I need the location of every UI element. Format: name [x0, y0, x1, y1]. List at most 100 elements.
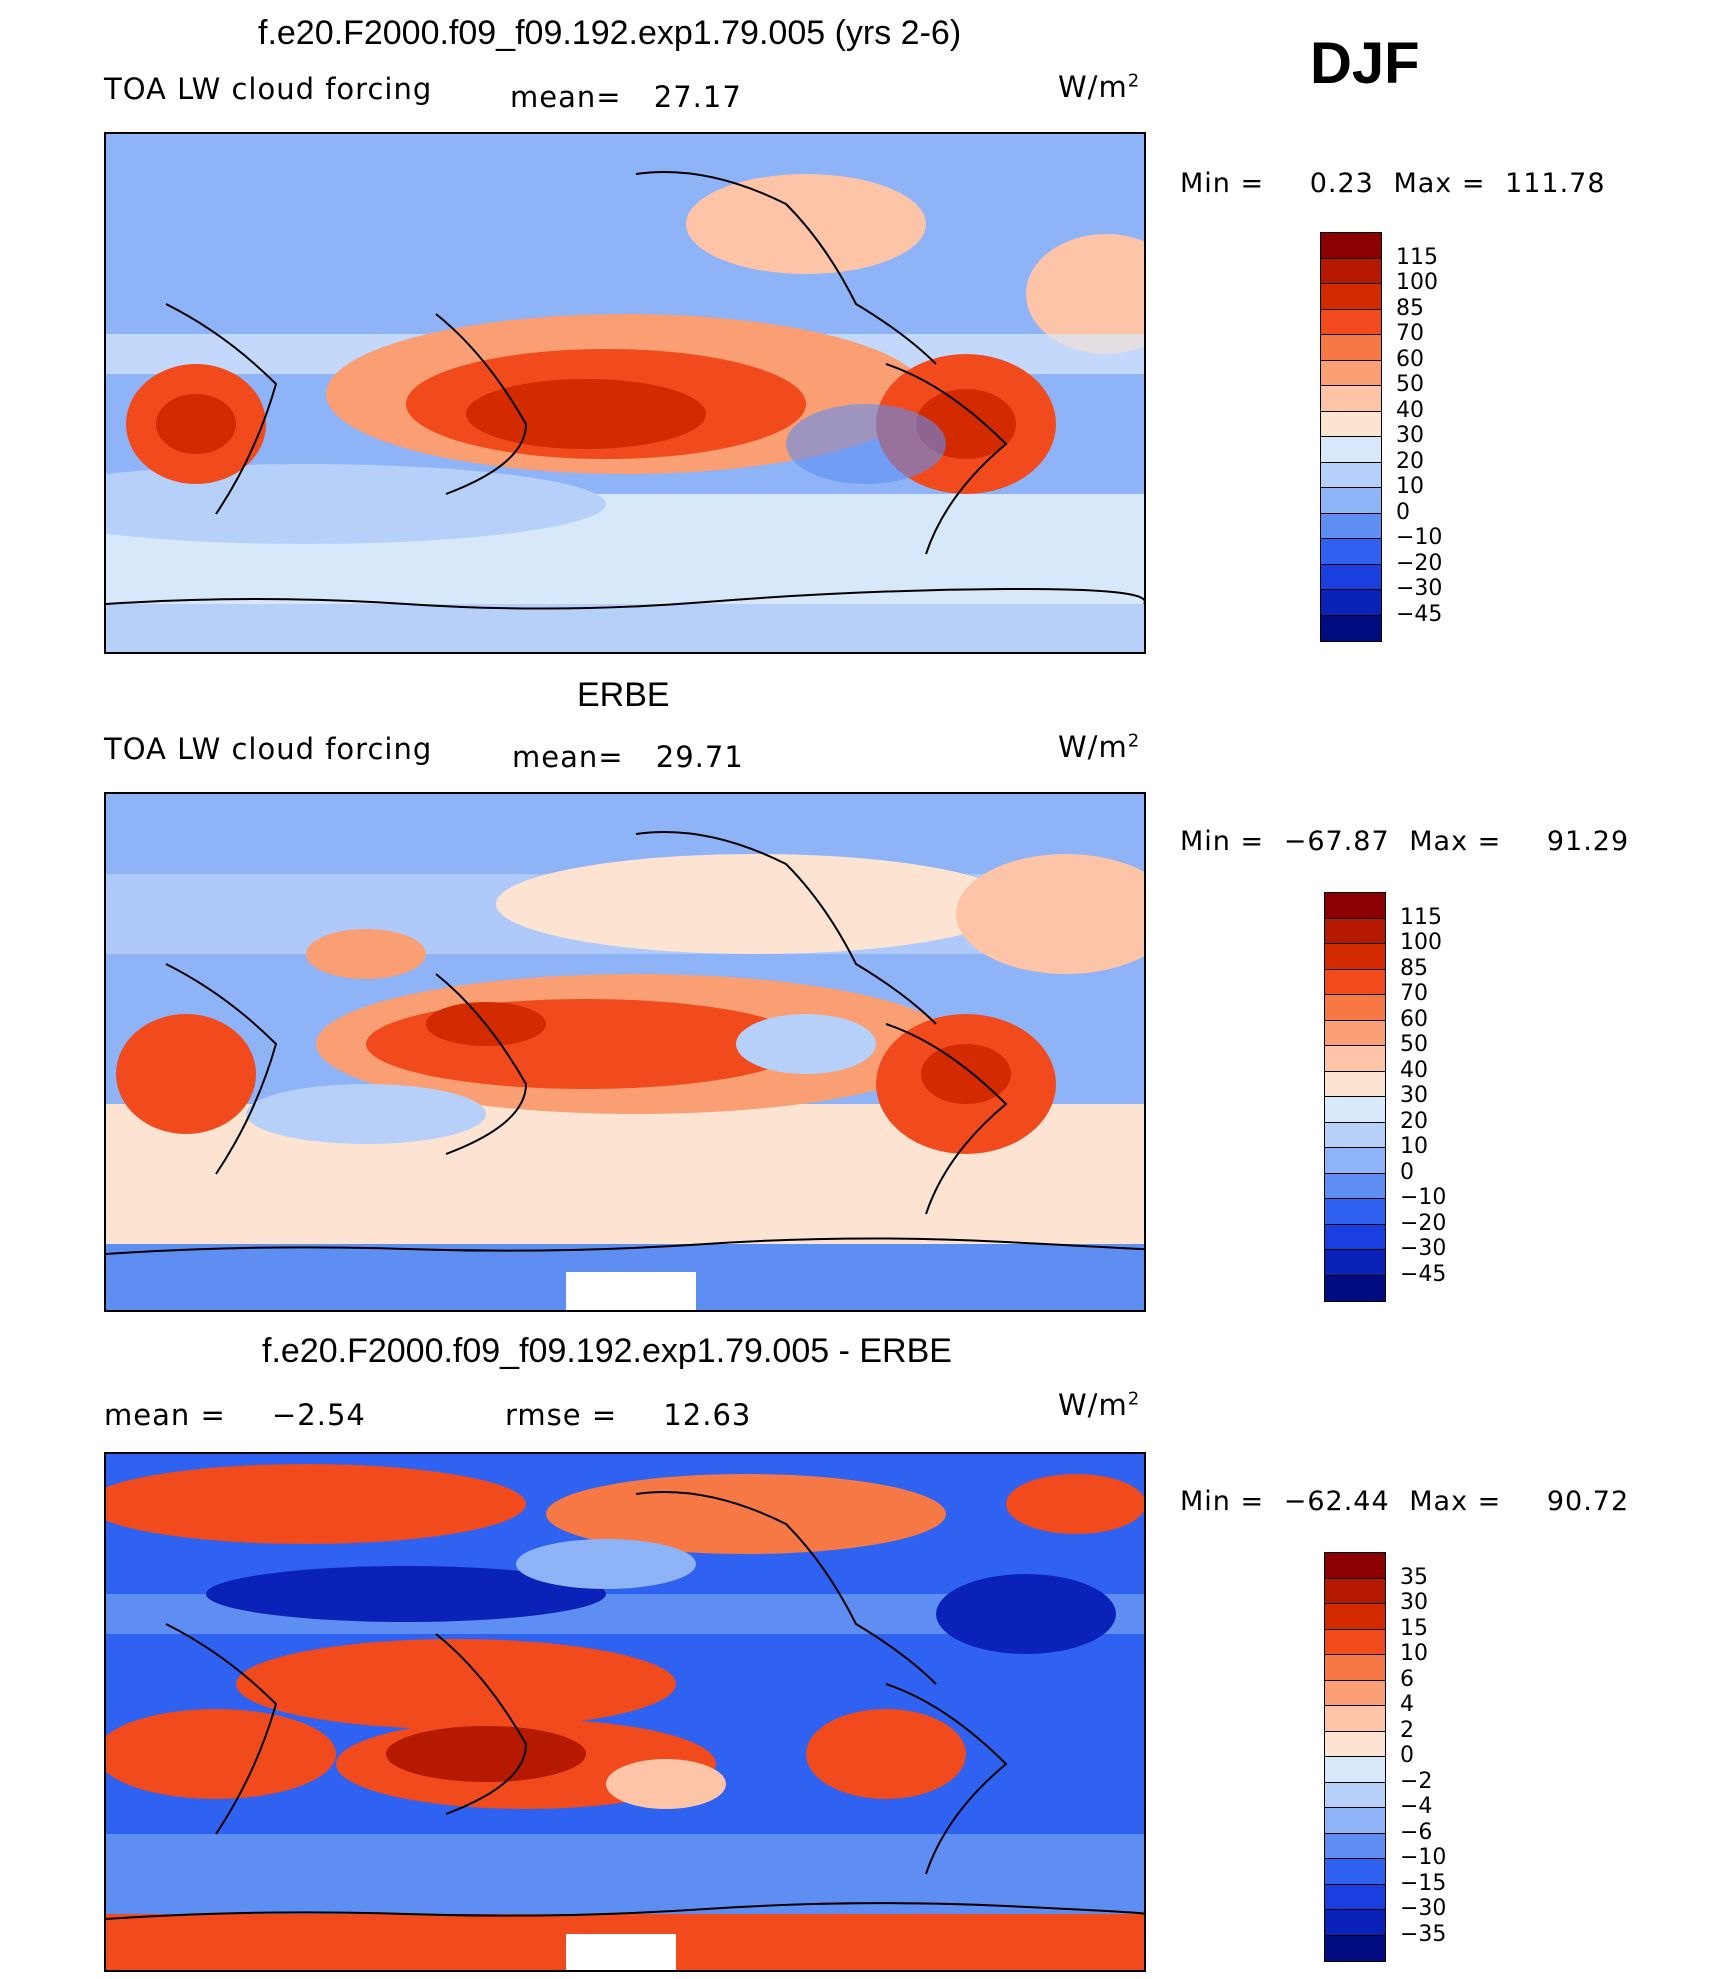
colorbar-level-label: 30 — [1400, 1590, 1428, 1615]
panel1-mean-label: mean= — [510, 80, 622, 114]
panel2-variable-label: TOA LW cloud forcing — [104, 732, 433, 766]
panel1-title: f.e20.F2000.f09_f09.192.exp1.79.005 (yrs… — [258, 14, 962, 52]
colorbar-swatch — [1325, 1578, 1385, 1604]
colorbar-swatch — [1321, 513, 1381, 539]
panel3-max-label: Max = — [1409, 1486, 1502, 1517]
colorbar-level-label: 0 — [1400, 1743, 1414, 1768]
colorbar-swatch — [1321, 360, 1381, 386]
colorbar-level-label: −35 — [1400, 1921, 1447, 1947]
colorbar-swatch — [1325, 1275, 1385, 1301]
colorbar-swatch — [1321, 564, 1381, 590]
colorbar-level-label: 0 — [1400, 1159, 1414, 1185]
colorbar-swatch — [1321, 386, 1381, 412]
colorbar-swatch — [1325, 1833, 1385, 1859]
colorbar-level-label: 20 — [1396, 448, 1424, 474]
panel1-mean: mean= 27.17 — [510, 80, 742, 114]
panel3-units: W/m2 — [1058, 1388, 1140, 1422]
panel1-units: W/m2 — [1058, 70, 1140, 104]
colorbar-level-label: −30 — [1400, 1236, 1447, 1261]
colorbar-level-label: 70 — [1400, 981, 1428, 1006]
panel2-units-label: W/m — [1058, 730, 1128, 764]
colorbar-level-label: −10 — [1400, 1845, 1447, 1870]
colorbar-level-label: −6 — [1400, 1819, 1433, 1845]
panel1-units-label: W/m — [1058, 70, 1128, 104]
colorbar-level-label: −10 — [1396, 525, 1443, 550]
panel3-minmax: Min = −62.44 Max = 90.72 — [1180, 1486, 1629, 1517]
panel2-units: W/m2 — [1058, 730, 1140, 764]
colorbar-swatch — [1325, 1020, 1385, 1046]
panel1-mean-value: 27.17 — [653, 80, 742, 114]
colorbar-swatch — [1325, 893, 1385, 919]
colorbar-swatch — [1325, 918, 1385, 944]
colorbar-swatch — [1325, 969, 1385, 995]
colorbar-level-label: 30 — [1400, 1083, 1428, 1108]
colorbar-swatch — [1321, 590, 1381, 616]
panel3-rmse-value: 12.63 — [663, 1398, 752, 1432]
panel2-units-exponent: 2 — [1127, 730, 1141, 752]
panel2-mean-label: mean= — [512, 740, 624, 774]
colorbar-level-label: 35 — [1400, 1564, 1428, 1590]
panel3-mean-label: mean = — [104, 1398, 226, 1432]
colorbar-swatch — [1325, 1224, 1385, 1250]
season-label: DJF — [1310, 31, 1420, 96]
colorbar-swatch — [1325, 1782, 1385, 1808]
panel1-min-label: Min = — [1180, 168, 1265, 199]
colorbar-level-label: −4 — [1400, 1794, 1433, 1819]
colorbar-swatch — [1325, 1046, 1385, 1072]
colorbar-level-label: −30 — [1400, 1896, 1447, 1921]
panel3-units-exponent: 2 — [1127, 1388, 1141, 1410]
colorbar-level-label: −30 — [1396, 576, 1443, 601]
panel2-title: ERBE — [577, 676, 670, 714]
colorbar-level-label: 30 — [1396, 423, 1424, 448]
colorbar-level-label: −2 — [1400, 1768, 1433, 1794]
colorbar-level-label: 15 — [1400, 1615, 1428, 1641]
panel3-title: f.e20.F2000.f09_f09.192.exp1.79.005 - ER… — [262, 1332, 952, 1370]
colorbar-level-label: 0 — [1396, 499, 1410, 525]
panel3-map-svg — [106, 1454, 1144, 1970]
colorbar-swatch — [1325, 1935, 1385, 1961]
colorbar-swatch — [1325, 1808, 1385, 1834]
colorbar-level-label: −10 — [1400, 1185, 1447, 1210]
colorbar-swatch — [1325, 1706, 1385, 1732]
colorbar-level-label: 60 — [1400, 1006, 1428, 1032]
colorbar-swatch — [1321, 335, 1381, 361]
panel3-units-label: W/m — [1058, 1388, 1128, 1422]
panel1-variable-label: TOA LW cloud forcing — [104, 72, 433, 106]
panel1-colorbar — [1320, 232, 1382, 642]
colorbar-level-label: 4 — [1400, 1692, 1414, 1717]
colorbar-swatch — [1325, 1655, 1385, 1681]
colorbar-swatch — [1321, 284, 1381, 310]
colorbar-level-label: −15 — [1400, 1870, 1447, 1896]
colorbar-level-label: 115 — [1400, 904, 1442, 930]
panel2-max-label: Max = — [1409, 826, 1502, 857]
colorbar-swatch — [1325, 1910, 1385, 1936]
colorbar-swatch — [1325, 1884, 1385, 1910]
colorbar-level-label: 40 — [1396, 397, 1424, 423]
panel2-minmax: Min = −67.87 Max = 91.29 — [1180, 826, 1629, 857]
panel2-min-value: −67.87 — [1283, 826, 1390, 857]
panel1-min-value: 0.23 — [1309, 168, 1374, 199]
colorbar-swatch — [1321, 462, 1381, 488]
colorbar-level-label: 60 — [1396, 346, 1424, 372]
colorbar-swatch — [1325, 1097, 1385, 1123]
colorbar-level-label: 100 — [1400, 930, 1442, 955]
colorbar-level-label: −20 — [1400, 1210, 1447, 1236]
colorbar-swatch — [1325, 1148, 1385, 1174]
colorbar-swatch — [1325, 1173, 1385, 1199]
panel2-map-svg — [106, 794, 1144, 1310]
colorbar-level-label: 10 — [1400, 1641, 1428, 1666]
panel3-rmse: rmse = 12.63 — [505, 1398, 751, 1432]
colorbar-swatch — [1325, 1199, 1385, 1225]
colorbar-swatch — [1325, 944, 1385, 970]
colorbar-level-label: 50 — [1396, 372, 1424, 397]
panel2-mean-value: 29.71 — [655, 740, 744, 774]
panel3-colorbar — [1324, 1552, 1386, 1962]
colorbar-swatch — [1325, 1629, 1385, 1655]
colorbar-level-label: 20 — [1400, 1108, 1428, 1134]
panel3-mean-value: −2.54 — [271, 1398, 366, 1432]
colorbar-swatch — [1325, 1604, 1385, 1630]
colorbar-level-label: 50 — [1400, 1032, 1428, 1057]
panel2-max-value: 91.29 — [1546, 826, 1630, 857]
colorbar-level-label: −45 — [1396, 601, 1443, 627]
colorbar-swatch — [1321, 411, 1381, 437]
